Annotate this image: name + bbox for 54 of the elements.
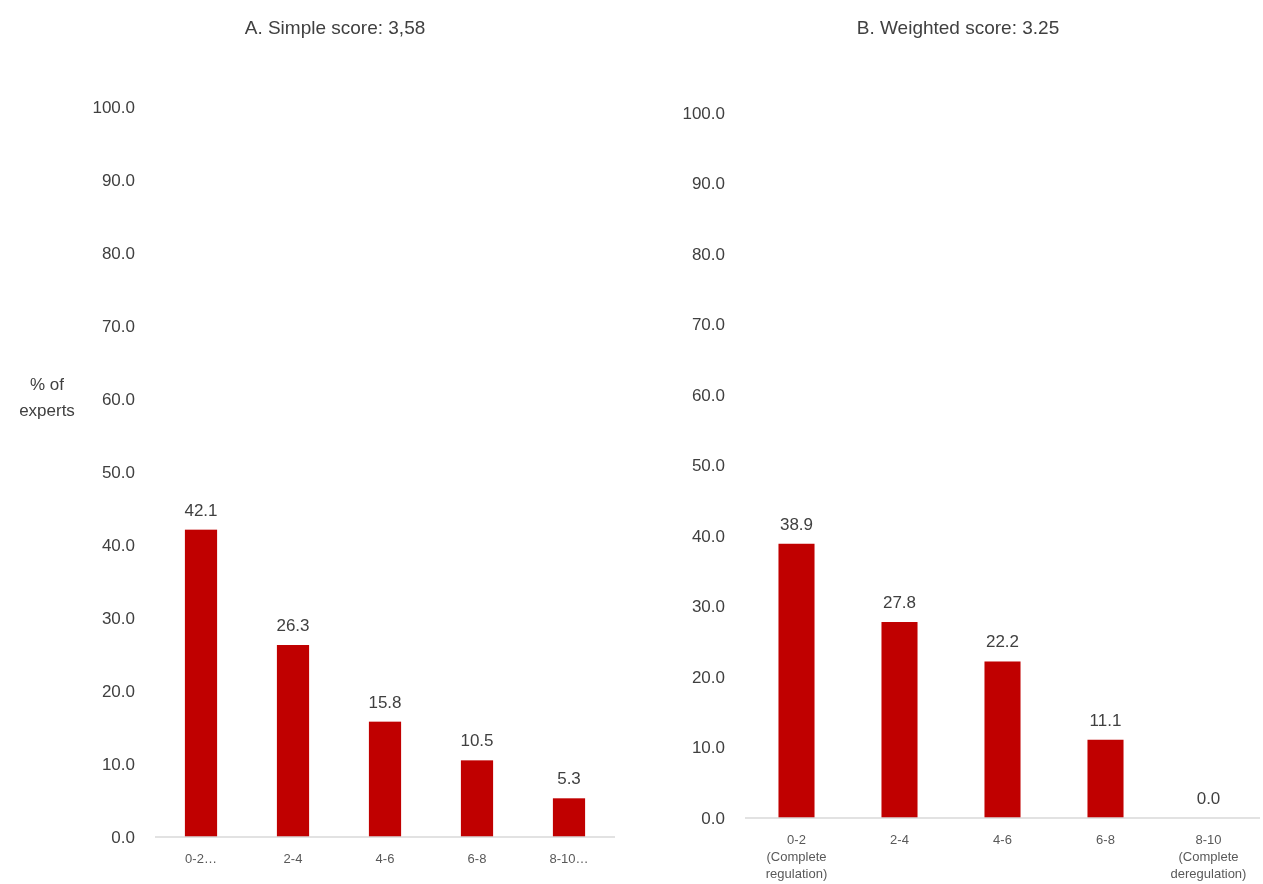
bar (984, 661, 1021, 818)
x-tick-label: 2-4 (283, 851, 303, 866)
data-label: 11.1 (1089, 710, 1122, 730)
x-tick-label: 6-8 (467, 851, 487, 866)
data-label: 15.8 (368, 692, 402, 712)
y-tick-label: 60.0 (101, 389, 135, 409)
chart-title: B. Weighted score: 3.25 (856, 17, 1060, 38)
bar (184, 529, 218, 837)
y-tick-label: 10.0 (101, 754, 135, 774)
y-tick-label: 60.0 (691, 385, 725, 405)
data-label: 38.9 (779, 514, 814, 534)
y-tick-label: 50.0 (691, 456, 725, 476)
y-tick-label: 80.0 (101, 243, 135, 263)
bar (368, 721, 402, 837)
y-tick-label: 50.0 (101, 462, 135, 482)
y-tick-label: 30.0 (101, 608, 135, 628)
x-tick-label: 4-6 (375, 851, 395, 866)
y-tick-label: 0.0 (111, 827, 135, 847)
x-tick-label: 8-10… (549, 851, 589, 866)
bar (460, 760, 494, 837)
bar (552, 798, 586, 837)
y-axis-title: % of experts (19, 375, 75, 420)
chart-title: A. Simple score: 3,58 (244, 17, 426, 38)
y-tick-label: 0.0 (701, 808, 725, 828)
y-tick-label: 30.0 (691, 597, 725, 617)
y-tick-label: 40.0 (101, 535, 135, 555)
y-tick-label: 70.0 (691, 315, 725, 335)
data-label: 26.3 (276, 616, 310, 636)
data-label: 42.1 (184, 500, 218, 520)
data-label: 22.2 (985, 632, 1020, 652)
y-tick-label: 90.0 (101, 170, 135, 190)
x-tick-label: 0-2… (185, 851, 217, 866)
x-tick-label: 8-10 (Complete deregulation) (1170, 832, 1247, 881)
y-tick-label: 20.0 (101, 681, 135, 701)
bar (1087, 739, 1124, 818)
data-label: 0.0 (1196, 789, 1221, 808)
y-tick-label: 100.0 (92, 97, 135, 117)
y-tick-label: 70.0 (101, 316, 135, 336)
x-tick-label: 6-8 (1096, 832, 1115, 847)
y-tick-label: 10.0 (691, 738, 725, 758)
y-tick-label: 100.0 (682, 103, 725, 123)
x-tick-label: 2-4 (890, 832, 909, 847)
bar (881, 622, 918, 818)
y-tick-label: 90.0 (691, 174, 725, 194)
data-label: 10.5 (460, 731, 494, 751)
data-label: 27.8 (882, 593, 917, 613)
y-tick-label: 20.0 (691, 667, 725, 687)
y-tick-label: 40.0 (691, 526, 725, 546)
data-label: 5.3 (557, 769, 581, 789)
x-tick-label: 4-6 (993, 832, 1012, 847)
bar (276, 645, 310, 837)
y-tick-label: 80.0 (691, 244, 725, 264)
bar (778, 543, 815, 818)
x-tick-label: 0-2 (Complete regulation) (765, 832, 828, 881)
